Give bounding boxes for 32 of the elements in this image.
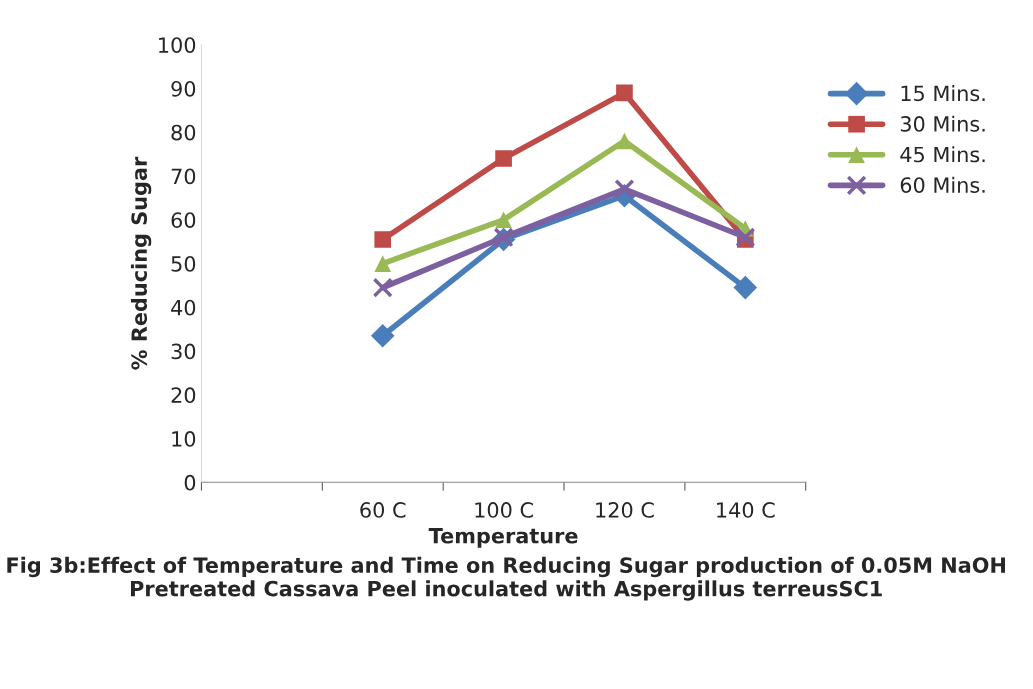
y-tick-label: 30 xyxy=(171,343,196,360)
y-axis-title: % Reducing Sugar xyxy=(130,156,152,370)
legend-label: 30 Mins. xyxy=(900,115,985,132)
y-tick-label: 100 xyxy=(159,37,196,53)
point xyxy=(374,255,392,272)
y-tick-label: 10 xyxy=(172,431,196,447)
y-tick-label: 50 xyxy=(171,256,196,272)
x-axis-title: Temperature xyxy=(428,528,578,548)
legend-label: 60 Mins. xyxy=(900,176,985,193)
legend-label: 15 Mins. xyxy=(901,85,985,102)
x-tick-label: 140 C xyxy=(717,502,775,518)
point xyxy=(733,275,758,300)
y-tick-label: 90 xyxy=(171,80,196,97)
x-tick-label: 100 C xyxy=(475,502,533,518)
x-tick-label: 60 C xyxy=(360,502,406,518)
point xyxy=(495,211,512,229)
y-tick-label: 0 xyxy=(184,474,196,491)
y-tick-label: 80 xyxy=(171,124,196,141)
caption: Fig 3b:Effect of Temperature and Time on Reducing Sugar production of 0.05M NaOH Pretreated Cassava Peel inoculated with Aspergillus terreusSC1 xyxy=(7,556,1005,601)
point xyxy=(370,323,395,348)
y-tick-label: 20 xyxy=(171,387,196,404)
x-tick-label: 120 C xyxy=(596,502,654,518)
point xyxy=(495,150,512,167)
y-tick-label: 40 xyxy=(171,299,196,316)
point xyxy=(616,132,633,150)
point xyxy=(614,179,635,200)
point xyxy=(372,277,393,298)
y-tick-label: 60 xyxy=(171,212,196,228)
legend-label: 45 Mins. xyxy=(900,146,985,163)
point xyxy=(616,84,633,102)
point xyxy=(374,231,392,248)
y-tick-label: 70 xyxy=(171,168,196,185)
